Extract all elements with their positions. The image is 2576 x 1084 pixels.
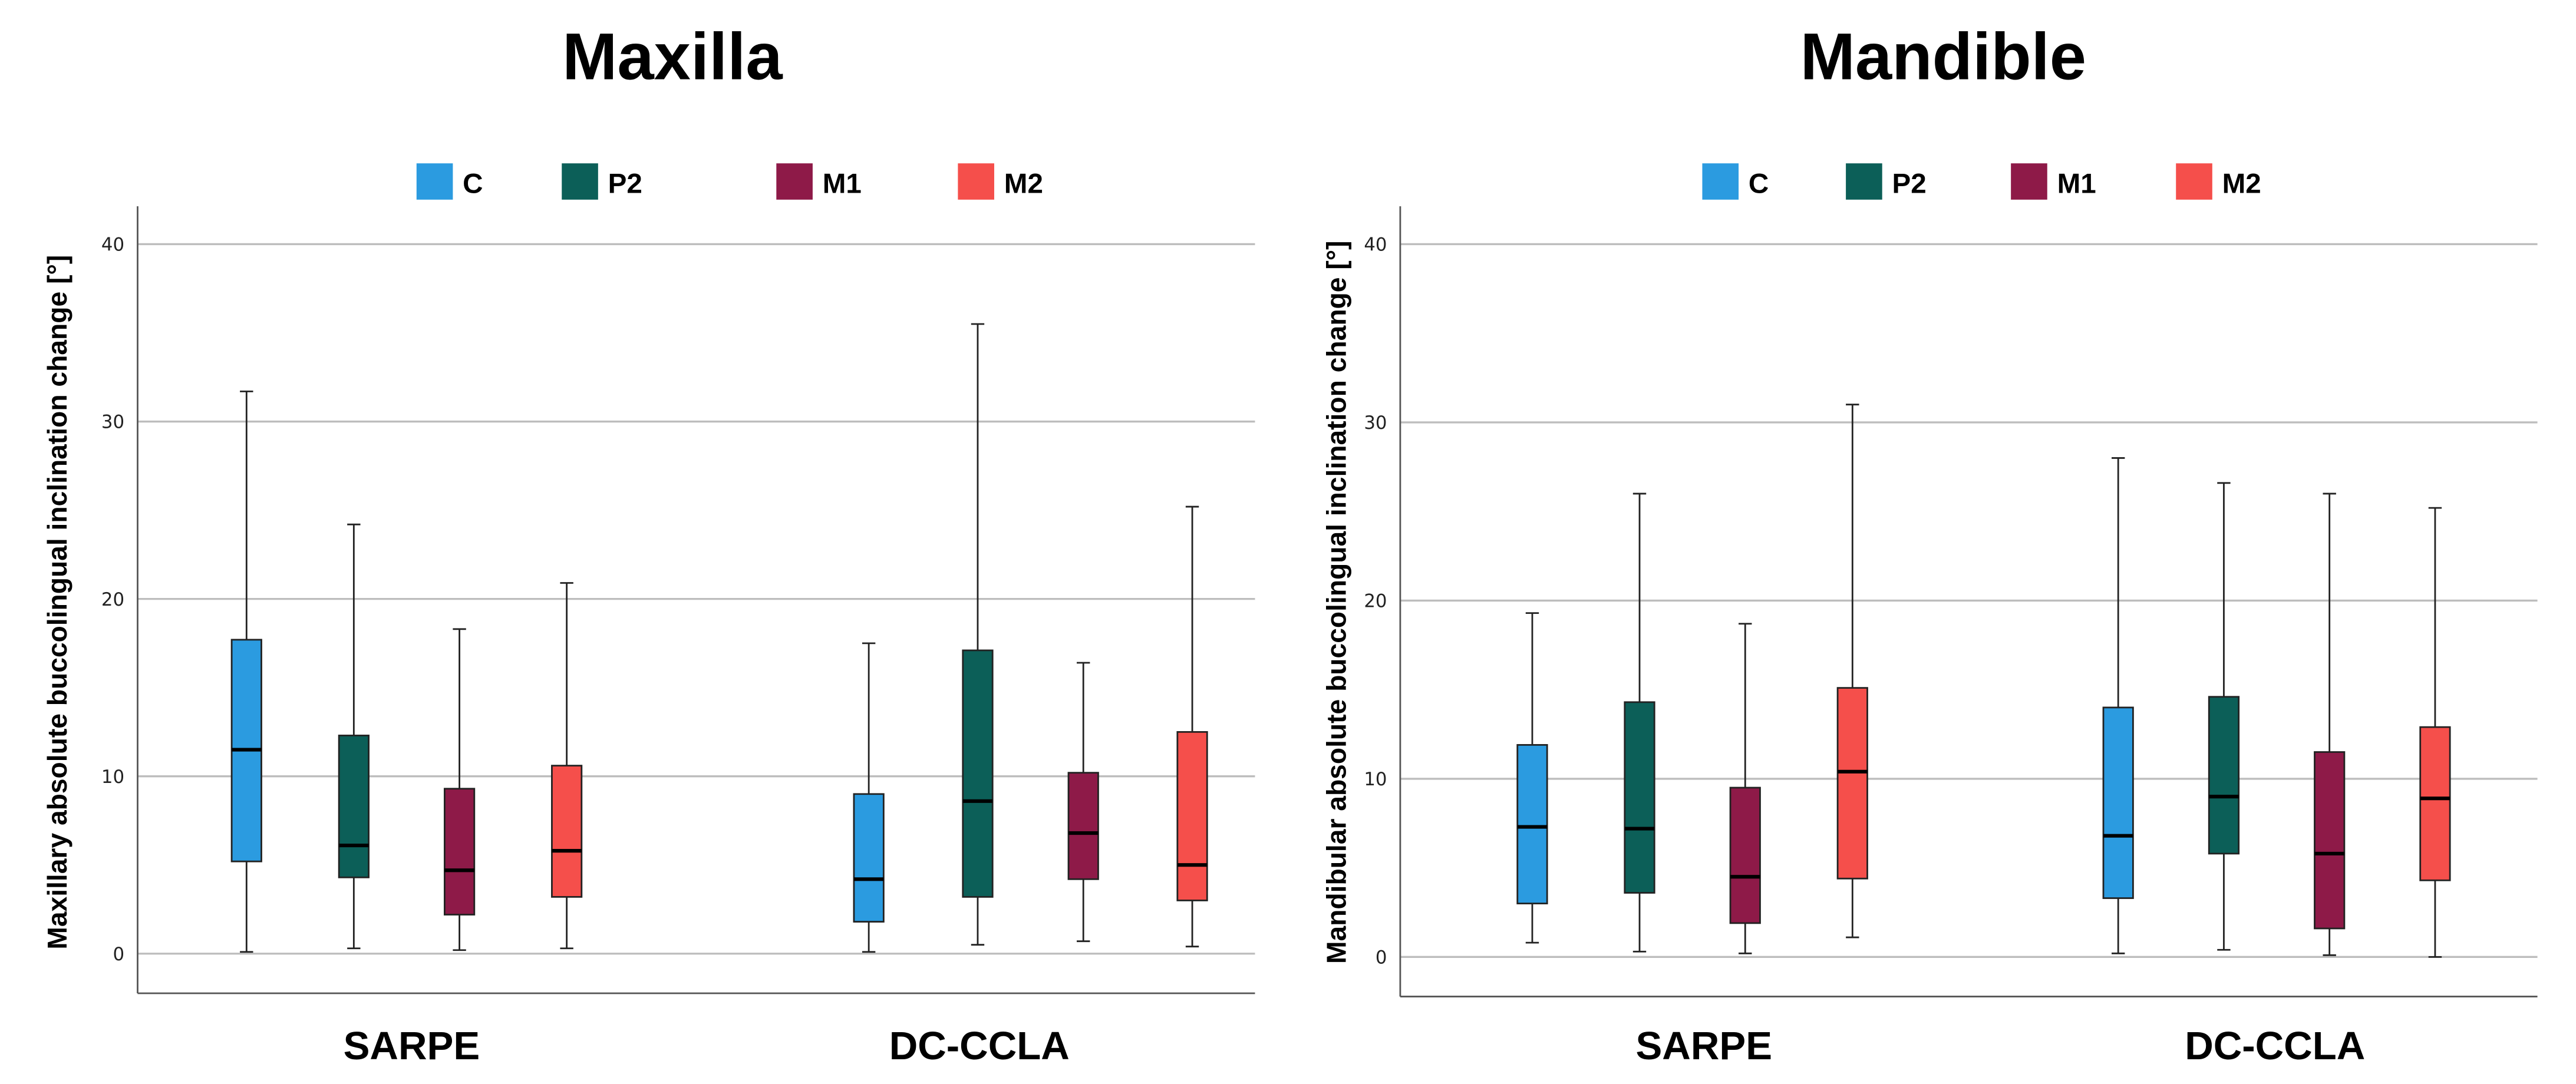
box-sarpe-p2 — [338, 735, 370, 878]
legend-label: C — [463, 168, 483, 200]
legend-label: P2 — [608, 168, 642, 200]
box-sarpe-m1 — [443, 788, 476, 916]
legend-swatch-m2 — [958, 163, 994, 200]
y-tick-label: 10 — [1364, 769, 1387, 790]
y-axis-label: Maxillary absolute buccolingual inclinat… — [42, 255, 72, 950]
legend-swatch-m1 — [2011, 163, 2047, 200]
legend-label: C — [1749, 168, 1769, 200]
y-tick-label: 0 — [113, 944, 124, 965]
legend-swatch-m2 — [2176, 163, 2212, 200]
box-sarpe-m1 — [1729, 786, 1761, 924]
box-dc-ccla-m2 — [1176, 731, 1208, 901]
box-sarpe-m2 — [1836, 687, 1868, 880]
y-tick-label: 10 — [101, 766, 124, 788]
chart-title: Mandible — [1800, 19, 2086, 93]
category-label: DC-CCLA — [2185, 1024, 2365, 1068]
chart-title: Maxilla — [562, 19, 783, 93]
legend-label: M2 — [2222, 168, 2261, 200]
category-label: SARPE — [344, 1024, 480, 1068]
box-dc-ccla-m1 — [2314, 751, 2346, 930]
box-dc-ccla-c — [853, 793, 885, 923]
box-sarpe-c — [1516, 744, 1548, 905]
legend-swatch-c — [1702, 163, 1739, 200]
y-tick-label: 40 — [1364, 234, 1387, 256]
legend-label: P2 — [1892, 168, 1927, 200]
legend-swatch-p2 — [562, 163, 598, 200]
box-sarpe-m2 — [551, 765, 583, 898]
legend-swatch-p2 — [1846, 163, 1882, 200]
y-tick-label: 20 — [1364, 591, 1387, 612]
box-dc-ccla-p2 — [2208, 696, 2240, 855]
category-label: SARPE — [1635, 1024, 1772, 1068]
legend-swatch-m1 — [776, 163, 813, 200]
legend-label: M1 — [823, 168, 862, 200]
y-axis-label: Mandibular absolute buccolingual inclina… — [1321, 240, 1352, 964]
y-tick-label: 30 — [1364, 412, 1387, 434]
box-dc-ccla-m1 — [1067, 772, 1099, 880]
legend-swatch-c — [416, 163, 453, 200]
box-sarpe-p2 — [1624, 701, 1655, 894]
y-tick-label: 40 — [101, 234, 124, 256]
y-tick-label: 0 — [1376, 947, 1387, 969]
box-dc-ccla-c — [2102, 706, 2134, 899]
y-tick-label: 20 — [101, 589, 124, 610]
category-label: DC-CCLA — [889, 1024, 1070, 1068]
legend-label: M1 — [2057, 168, 2096, 200]
box-dc-ccla-m2 — [2419, 726, 2451, 881]
y-tick-label: 30 — [101, 412, 124, 433]
legend-label: M2 — [1004, 168, 1043, 200]
box-dc-ccla-p2 — [962, 649, 994, 898]
